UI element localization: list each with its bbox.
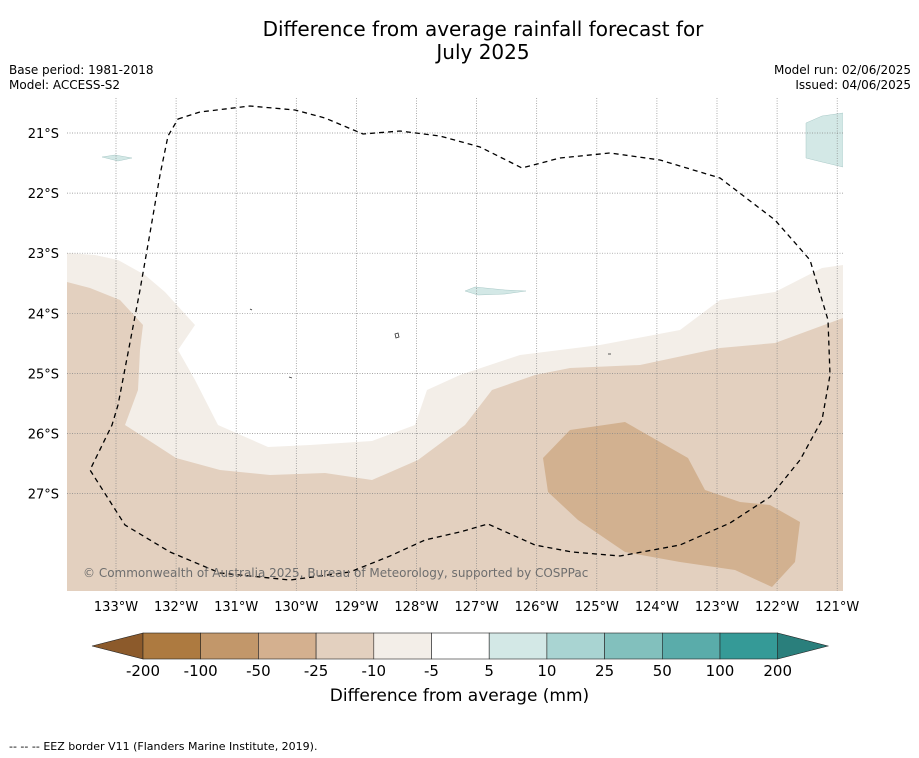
lon-tick-label: 122°W	[755, 600, 799, 615]
lon-tick-label: 128°W	[394, 600, 438, 615]
lon-tick-label: 121°W	[815, 600, 859, 615]
colorbar-swatch	[142, 632, 202, 660]
lon-tick-label: 124°W	[635, 600, 679, 615]
lon-tick-label: 129°W	[334, 600, 378, 615]
colorbar-swatch	[315, 632, 375, 660]
title-line-1: Difference from average rainfall forecas…	[262, 17, 704, 41]
eez-legend-marker: -- -- --	[9, 740, 40, 753]
wet-patch-east	[805, 112, 843, 168]
lat-tick-label: 21°S	[28, 127, 59, 142]
colorbar-extend-high	[777, 632, 830, 660]
lon-tick-label: 131°W	[214, 600, 258, 615]
lat-tick-label: 27°S	[28, 488, 59, 503]
lon-tick-label: 126°W	[515, 600, 559, 615]
wet-patch-west	[101, 154, 133, 162]
colorbar-title: Difference from average (mm)	[329, 686, 590, 706]
eez-border	[89, 105, 831, 581]
colorbar-swatch	[604, 632, 663, 660]
colorbar-tick-label: -5	[424, 662, 439, 680]
lon-tick-label: 133°W	[94, 600, 138, 615]
colorbar-tick-label: 25	[595, 662, 614, 680]
colorbar-swatch	[719, 632, 779, 660]
rain-band-minus50	[543, 422, 800, 587]
colorbar-tick-label: -10	[362, 662, 387, 680]
eez-legend-text: EEZ border V11 (Flanders Marine Institut…	[43, 740, 318, 753]
colorbar-tick-label: -200	[126, 662, 160, 680]
longitude-labels: 133°W 132°W 131°W 130°W 129°W 128°W 127°W 126°W…	[94, 600, 860, 615]
lat-tick-label: 22°S	[28, 187, 59, 202]
lon-tick-label: 127°W	[455, 600, 499, 615]
colorbar-swatch	[546, 632, 605, 660]
base-period: Base period: 1981-2018	[9, 63, 154, 77]
islands	[249, 308, 611, 379]
wet-patch-center	[464, 286, 527, 296]
colorbar-tick-label: 10	[537, 662, 556, 680]
lat-tick-label: 25°S	[28, 367, 59, 382]
colorbar-tick-label: 100	[706, 662, 735, 680]
latitude-labels: 21°S 22°S 23°S 24°S 25°S 26°S 27°S	[28, 127, 59, 503]
colorbar: -200 -100 -50 -25 -10 -5 5 10 25 50 100 200	[91, 632, 830, 680]
issued-date: Issued: 04/06/2025	[795, 78, 911, 92]
map-plot-area: © Commonwealth of Australia 2025, Bureau…	[67, 98, 843, 591]
colorbar-tick-label: 5	[484, 662, 494, 680]
colorbar-swatch	[488, 632, 548, 660]
title-line-2: July 2025	[436, 40, 530, 64]
colorbar-swatch	[373, 632, 432, 660]
colorbar-tick-label: -50	[246, 662, 271, 680]
lat-tick-label: 24°S	[28, 307, 59, 322]
colorbar-tick-label: -25	[304, 662, 329, 680]
lat-tick-label: 26°S	[28, 428, 59, 443]
model-info: Base period: 1981-2018 Model: ACCESS-S2	[9, 63, 154, 93]
map-title: Difference from average rainfall forecas…	[0, 18, 919, 64]
lon-tick-label: 125°W	[575, 600, 619, 615]
model-run-date: Model run: 02/06/2025	[773, 63, 911, 77]
eez-legend: -- -- -- EEZ border V11 (Flanders Marine…	[9, 740, 317, 753]
run-info: Model run: 02/06/2025 Issued: 04/06/2025	[774, 63, 911, 93]
colorbar-tick-label: 50	[653, 662, 672, 680]
model-name: Model: ACCESS-S2	[9, 78, 121, 92]
colorbar-swatch	[258, 632, 317, 660]
lon-tick-label: 123°W	[695, 600, 739, 615]
colorbar-swatch	[431, 632, 490, 660]
lat-tick-label: 23°S	[28, 247, 59, 262]
colorbar-swatch	[200, 632, 259, 660]
gridlines	[67, 98, 843, 591]
lon-tick-label: 132°W	[154, 600, 198, 615]
colorbar-tick-label: -100	[184, 662, 218, 680]
copyright-text: © Commonwealth of Australia 2025, Bureau…	[83, 566, 588, 580]
colorbar-tick-label: 200	[763, 662, 792, 680]
rainfall-map: © Commonwealth of Australia 2025, Bureau…	[28, 98, 860, 680]
lon-tick-label: 130°W	[274, 600, 318, 615]
colorbar-swatch	[661, 632, 721, 660]
colorbar-extend-low	[91, 632, 144, 660]
